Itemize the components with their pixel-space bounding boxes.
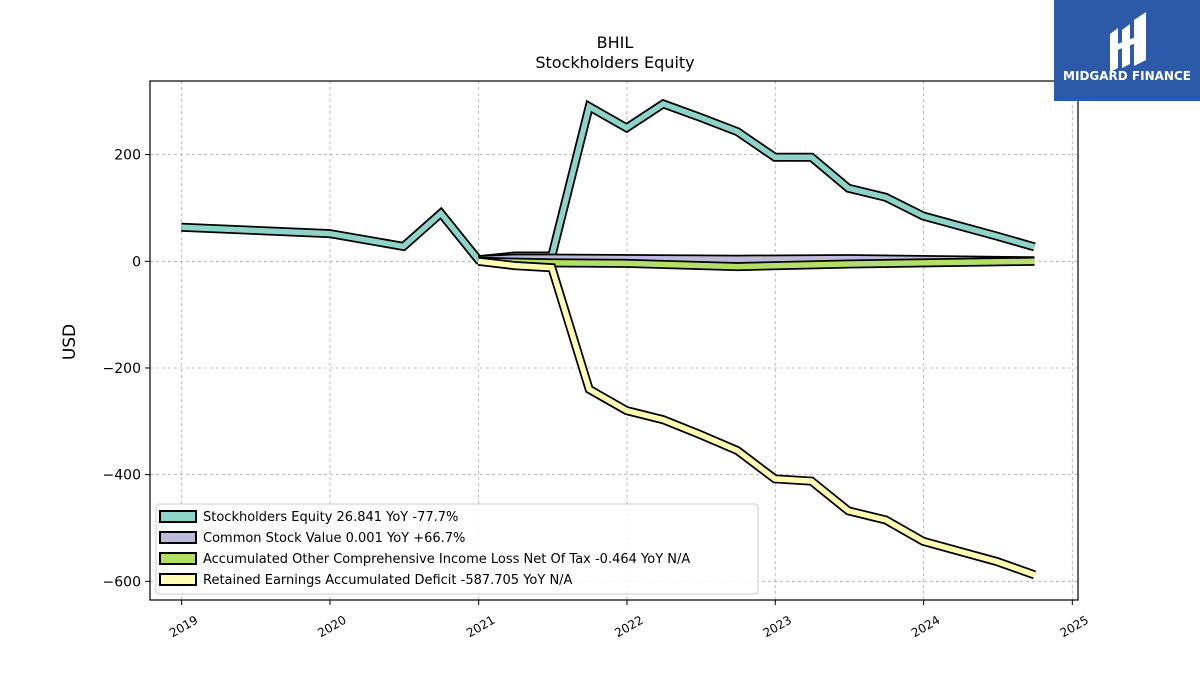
legend-swatch xyxy=(159,573,197,586)
plot-area xyxy=(181,98,1037,580)
legend-label: Retained Earnings Accumulated Deficit -5… xyxy=(203,573,573,588)
axes-frame xyxy=(149,80,1079,601)
series-line-1 xyxy=(181,98,1036,265)
y-tick-label: 0 xyxy=(132,254,141,270)
legend-box xyxy=(155,503,759,595)
midgard-finance-logo: MIDGARD FINANCE xyxy=(1054,0,1200,101)
legend-label: Accumulated Other Comprehensive Income L… xyxy=(203,552,690,567)
legend-swatch xyxy=(159,510,197,523)
legend: Stockholders Equity 26.841 YoY -77.7% Com… xyxy=(155,503,759,595)
legend-item: Stockholders Equity 26.841 YoY -77.7% xyxy=(159,510,458,525)
y-axis: 200 0 −200 −400 −600 xyxy=(103,148,150,590)
y-tick-label: 200 xyxy=(114,148,141,164)
y-tick-label: −600 xyxy=(103,574,141,590)
y-tick-label: −400 xyxy=(103,468,141,484)
legend-item: Common Stock Value 0.001 YoY +66.7% xyxy=(159,531,465,546)
y-tick-label: −200 xyxy=(103,361,141,377)
y-axis-label: USD xyxy=(60,324,80,360)
legend-label: Common Stock Value 0.001 YoY +66.7% xyxy=(203,531,465,546)
logo-mark-icon xyxy=(1110,12,1146,72)
legend-swatch xyxy=(159,531,197,544)
legend-swatch xyxy=(159,552,197,565)
series-line-3 xyxy=(478,256,1035,272)
legend-item: Accumulated Other Comprehensive Income L… xyxy=(159,552,690,567)
chart-subtitle: Stockholders Equity xyxy=(535,53,694,72)
legend-label: Stockholders Equity 26.841 YoY -77.7% xyxy=(203,510,458,525)
chart-title: BHIL xyxy=(597,33,634,52)
legend-item: Retained Earnings Accumulated Deficit -5… xyxy=(159,573,573,588)
logo-text: MIDGARD FINANCE xyxy=(1063,69,1191,83)
series-line-4 xyxy=(477,256,1037,580)
